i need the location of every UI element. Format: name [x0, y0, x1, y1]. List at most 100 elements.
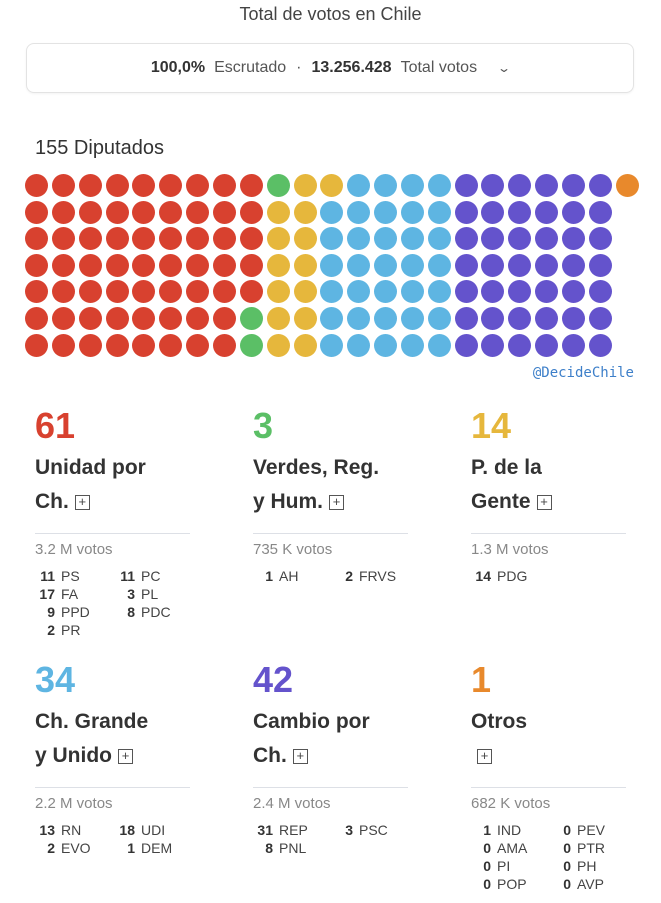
- seat-dot: [105, 174, 129, 197]
- expand-plus-icon[interactable]: +: [74, 494, 90, 510]
- sub-party-seats: 2: [47, 840, 55, 856]
- seat-dot: [535, 253, 559, 277]
- sub-party: 13 RN: [35, 821, 115, 839]
- seat-dot: [508, 200, 532, 224]
- sub-party: 0 AVP: [551, 875, 626, 893]
- seat-dot: [51, 333, 75, 357]
- seat-dot: [239, 253, 263, 277]
- expand-plus-icon[interactable]: +: [536, 494, 552, 510]
- sub-party: 8 PDC: [115, 603, 190, 621]
- seat-dot: [400, 200, 424, 224]
- sub-party: 0 POP: [471, 875, 551, 893]
- sub-party-list: 11 PS 11 PC 17 FA 3 PL 9 PPD 8 PDC 2 PR: [35, 567, 190, 639]
- sub-party-seats: 31: [257, 822, 273, 838]
- seat-dot: [51, 253, 75, 277]
- seat-dot: [293, 280, 317, 304]
- scrutiny-percent: 100,0%: [150, 59, 206, 76]
- party-name: P. de la: [471, 456, 542, 479]
- sub-party: 1 DEM: [115, 839, 190, 857]
- summary-dropdown[interactable]: 100,0% Escrutado · 13.256.428 Total voto…: [26, 43, 634, 93]
- divider: [471, 787, 626, 788]
- sub-party-seats: 0: [483, 876, 491, 892]
- seat-dot: [508, 280, 532, 304]
- seat-dot: [78, 280, 102, 304]
- seat-dot: [51, 227, 75, 251]
- expand-plus-icon[interactable]: +: [118, 748, 133, 764]
- sub-party: 3 PSC: [333, 821, 408, 839]
- seat-dot: [159, 253, 183, 277]
- seat-dot: [588, 280, 612, 304]
- seat-dot: [105, 200, 129, 224]
- seat-dot: [400, 227, 424, 251]
- sub-party-seats: 11: [120, 568, 135, 584]
- seat-dot: [25, 227, 48, 251]
- chevron-down-icon[interactable]: ⌄: [497, 61, 512, 75]
- party-card: 42 Cambio por Ch. + 2.4 M votos 31 REP 3 PSC 8…: [253, 658, 408, 857]
- sub-party-name: FA: [61, 586, 79, 602]
- sub-party-name: PPD: [61, 604, 90, 620]
- party-card: 34 Ch. Grande y Unido + 2.2 M votos 13 RN 18…: [35, 658, 190, 857]
- expand-plus-icon[interactable]: +: [292, 748, 308, 764]
- sub-party-seats: 0: [483, 858, 491, 874]
- seat-dot: [105, 280, 129, 304]
- sub-party-seats: 0: [563, 840, 571, 856]
- sub-party: 9 PPD: [35, 603, 115, 621]
- sub-party-name: PH: [577, 858, 597, 874]
- seat-dot: [25, 253, 48, 277]
- sub-party: 2 EVO: [35, 839, 115, 857]
- seat-dot: [212, 253, 236, 277]
- seat-dot: [454, 280, 478, 304]
- seat-dot: [562, 227, 585, 251]
- party-name-line2: y Unido: [35, 744, 112, 767]
- seat-dot: [132, 333, 156, 357]
- separator: ·: [296, 59, 302, 76]
- seat-dot: [293, 174, 317, 197]
- sub-party: 2 PR: [35, 621, 115, 639]
- sub-party: 18 UDI: [115, 821, 190, 839]
- seat-dot: [266, 253, 290, 277]
- sub-party: 31 REP: [253, 821, 333, 839]
- divider: [471, 533, 626, 534]
- sub-party-name: PL: [141, 586, 159, 602]
- seat-dot: [562, 253, 585, 277]
- party-votes: 1.3 M votos: [471, 541, 549, 558]
- seat-dot: [239, 280, 263, 304]
- seat-dot: [159, 280, 183, 304]
- sub-party: 0 PI: [471, 857, 551, 875]
- sub-party-name: PSC: [359, 822, 388, 838]
- seat-dot: [186, 280, 210, 304]
- sub-party-seats: 8: [265, 840, 273, 856]
- seat-dot: [293, 253, 317, 277]
- sub-party-seats: 9: [47, 604, 55, 620]
- seat-dot: [374, 200, 398, 224]
- seat-dot: [51, 200, 75, 224]
- expand-plus-icon[interactable]: +: [477, 748, 492, 764]
- seat-dot: [78, 200, 102, 224]
- party-seats: 1: [471, 659, 492, 700]
- seat-dot: [239, 227, 263, 251]
- seat-dot: [347, 253, 371, 277]
- seat-dot: [535, 307, 559, 330]
- party-votes: 3.2 M votos: [35, 541, 113, 558]
- sub-party-name: POP: [497, 876, 527, 892]
- expand-plus-icon[interactable]: +: [329, 494, 345, 510]
- seat-dot: [427, 280, 451, 304]
- seat-dot: [374, 280, 398, 304]
- seat-dot: [105, 307, 129, 330]
- sub-party-name: AVP: [577, 876, 604, 892]
- seat-dot: [454, 227, 478, 251]
- seat-dot: [427, 307, 451, 330]
- seat-dot: [266, 280, 290, 304]
- seat-dot: [588, 174, 612, 197]
- seat-dot: [132, 280, 156, 304]
- seat-dot: [25, 307, 48, 330]
- seat-dot: [588, 200, 612, 224]
- sub-party-seats: 0: [563, 858, 571, 874]
- seat-dot: [186, 200, 210, 224]
- seat-dot: [427, 174, 451, 197]
- seat-dot: [562, 200, 585, 224]
- party-name-line2: Ch.: [35, 490, 69, 513]
- seat-dot: [347, 200, 371, 224]
- seat-dot: [105, 227, 129, 251]
- seat-dot: [78, 174, 102, 197]
